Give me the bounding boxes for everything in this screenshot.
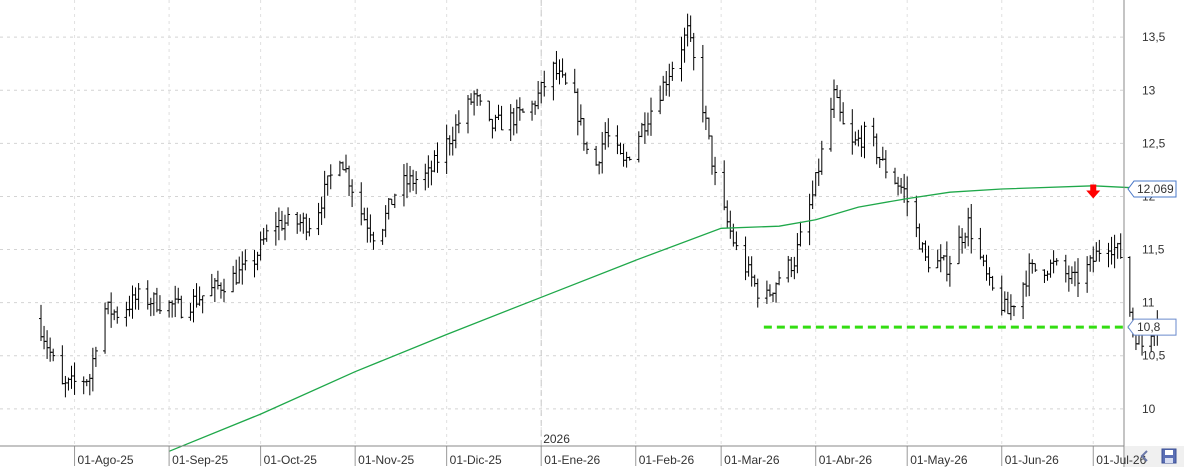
ohlc-bar	[606, 118, 611, 148]
moving-average-line	[168, 185, 1158, 452]
down-arrow-icon	[1086, 184, 1101, 199]
ohlc-bar	[734, 231, 739, 251]
ohlc-bar	[286, 207, 291, 226]
ohlc-bar	[179, 295, 184, 319]
ohlc-bar	[243, 249, 248, 271]
ohlc-bar	[1011, 305, 1016, 317]
ohlc-bar	[456, 110, 461, 134]
ohlc-bar	[200, 295, 205, 314]
ohlc-bar	[841, 102, 846, 125]
ma-value-tag: 12,069	[1127, 180, 1177, 198]
ohlc-bar	[371, 231, 376, 250]
x-tick-label: 01-Ago-25	[78, 453, 134, 467]
x-tick-label: 01-Feb-26	[639, 453, 695, 467]
ohlc-bar	[222, 278, 226, 303]
ohlc-bar	[328, 164, 333, 190]
y-tick-label: 13,5	[1142, 30, 1166, 44]
ohlc-bar	[435, 142, 440, 173]
ohlc-bar	[627, 156, 632, 161]
ohlc-bar	[905, 176, 910, 217]
y-tick-label: 13	[1142, 83, 1156, 97]
ohlc-bar	[264, 224, 269, 242]
last-price-tag-box	[1127, 318, 1177, 336]
x-tick-label: 01-Oct-25	[264, 453, 318, 467]
ohlc-bar	[392, 193, 397, 209]
y-tick-label: 10	[1142, 402, 1156, 416]
x-tick-label: 01-May-26	[910, 453, 968, 467]
ohlc-bar	[969, 204, 974, 254]
ohlc-bar	[157, 295, 162, 314]
ohlc-bar	[414, 171, 419, 195]
y-tick-label: 10,5	[1142, 349, 1166, 363]
ohlc-bar	[499, 105, 504, 131]
ohlc-bar	[563, 72, 568, 85]
ohlc-bar	[819, 140, 824, 175]
ohlc-bar	[136, 283, 141, 310]
ohlc-bar	[307, 217, 312, 237]
last-price-tag-text: 10,8	[1137, 320, 1161, 334]
x-tick-label: 01-Sep-25	[172, 453, 228, 467]
ohlc-bar	[947, 255, 952, 287]
ohlc-bar	[72, 362, 77, 395]
y-tick-label: 12,5	[1142, 136, 1166, 150]
y-tick-label: 11	[1142, 296, 1155, 310]
ohlc-bar	[542, 70, 547, 97]
ohlc-bar	[1118, 233, 1123, 259]
x-tick-label: 01-Nov-25	[358, 453, 414, 467]
x-tick-label: 01-Jun-26	[1005, 453, 1059, 467]
year-marker-label: 2026	[543, 432, 570, 446]
ohlc-bar	[670, 61, 675, 81]
ohlc-bar	[478, 94, 483, 106]
x-tick-label: 01-Jul-26	[1096, 453, 1146, 467]
x-tick-label: 01-Dic-25	[450, 453, 502, 467]
ohlc-bar	[883, 150, 888, 179]
ohlc-bar	[691, 32, 696, 71]
ohlc-bar	[926, 245, 931, 273]
ohlc-bar	[798, 221, 803, 247]
ohlc-bar	[755, 278, 760, 308]
ohlc-bar	[1076, 258, 1080, 297]
last-price-tag: 10,8	[1127, 318, 1177, 336]
ohlc-bar	[777, 271, 782, 286]
chevron-left-icon[interactable]	[1134, 446, 1156, 466]
ohlc-bar	[713, 156, 718, 186]
floppy-disk-icon[interactable]	[1158, 446, 1180, 466]
ohlc-bar	[115, 306, 120, 324]
ohlc-bar	[51, 348, 56, 362]
ohlc-bar	[93, 346, 98, 367]
x-tick-label: 01-Mar-26	[724, 453, 780, 467]
ohlc-bar	[649, 97, 653, 136]
x-tick-label: 01-Ene-26	[544, 453, 600, 467]
ohlc-bar	[990, 275, 995, 291]
x-tick-label: 01-Abr-26	[819, 453, 873, 467]
ohlc-bar	[1054, 258, 1059, 266]
ma-value-tag-text: 12,069	[1137, 182, 1174, 196]
ohlc-bar	[1097, 239, 1102, 262]
ohlc-bar	[520, 108, 525, 113]
ma-value-tag-box	[1127, 180, 1177, 198]
ohlc-bar	[350, 179, 355, 208]
ohlc-bar	[584, 141, 589, 155]
ohlc-bar	[1033, 263, 1038, 272]
y-tick-label: 11,5	[1142, 243, 1165, 257]
ohlc-bar	[862, 121, 867, 159]
